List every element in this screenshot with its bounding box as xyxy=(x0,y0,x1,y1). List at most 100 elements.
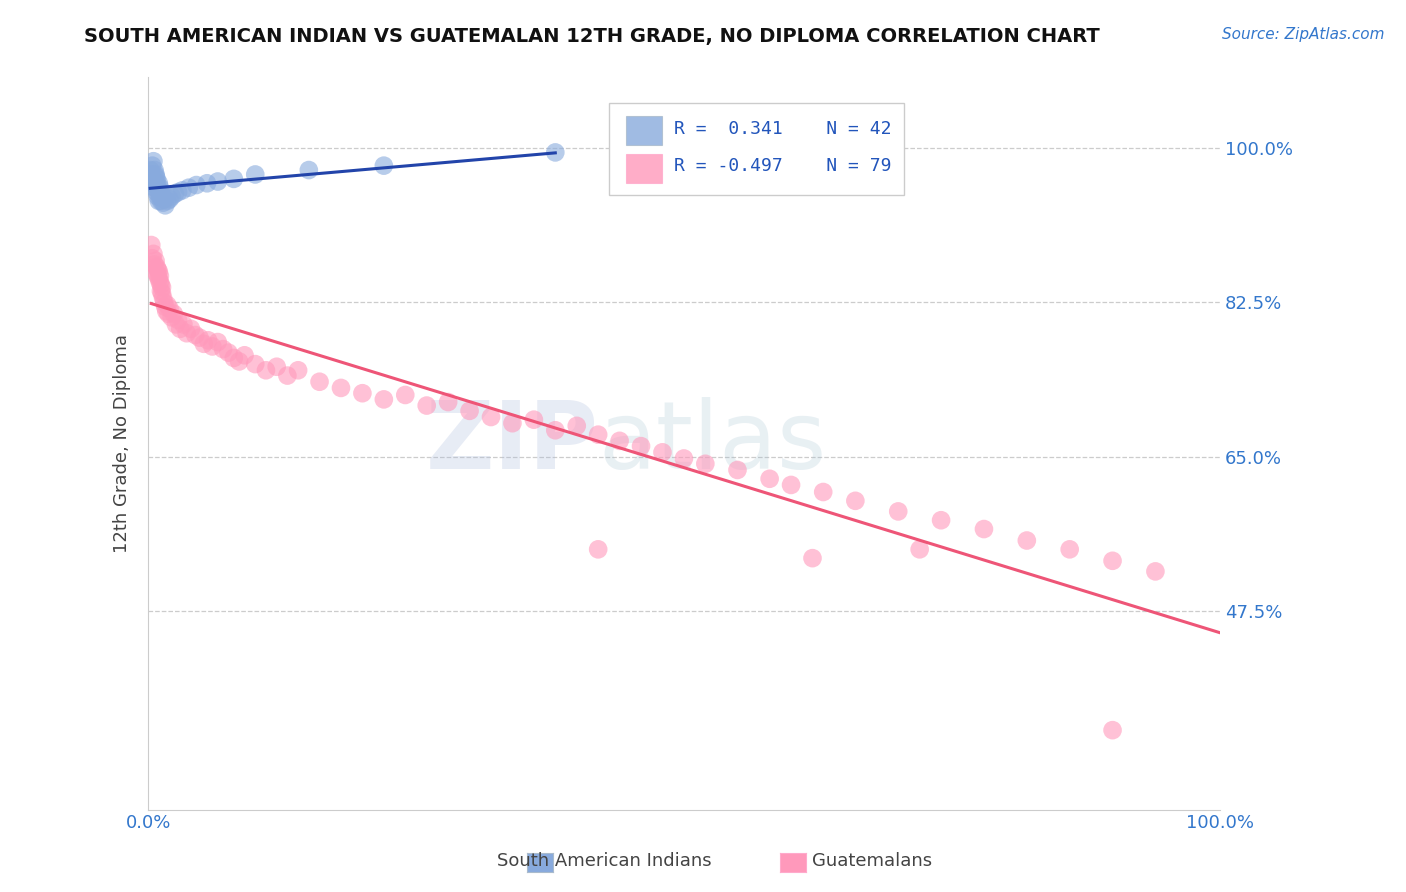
Point xyxy=(276,368,298,383)
Text: atlas: atlas xyxy=(598,398,827,490)
Point xyxy=(155,304,177,318)
Point xyxy=(149,180,172,194)
Point xyxy=(149,185,172,199)
Point xyxy=(146,268,169,283)
Y-axis label: 12th Grade, No Diploma: 12th Grade, No Diploma xyxy=(114,334,131,553)
Point xyxy=(142,154,165,169)
Point xyxy=(908,542,931,557)
Point xyxy=(373,392,395,407)
Point xyxy=(148,185,170,199)
Point xyxy=(195,176,218,190)
Point xyxy=(586,542,609,557)
Point xyxy=(152,291,174,305)
Point xyxy=(145,168,167,182)
Point xyxy=(167,185,190,199)
Point xyxy=(155,300,177,314)
Point xyxy=(973,522,995,536)
Point xyxy=(152,195,174,210)
Point xyxy=(141,252,163,266)
Point xyxy=(165,318,187,332)
Point xyxy=(184,328,207,343)
Point xyxy=(233,348,256,362)
Point xyxy=(167,313,190,327)
Point xyxy=(544,145,567,160)
Point xyxy=(145,253,167,268)
Text: Guatemalans: Guatemalans xyxy=(811,852,932,870)
Text: ZIP: ZIP xyxy=(425,398,598,490)
Point xyxy=(156,194,179,208)
Point xyxy=(186,178,208,192)
Point xyxy=(887,504,910,518)
Point xyxy=(142,176,165,190)
Point xyxy=(523,412,546,426)
Point xyxy=(437,395,460,409)
Point xyxy=(145,172,167,186)
Point xyxy=(145,176,167,190)
Point xyxy=(163,186,186,201)
Point xyxy=(630,439,652,453)
Point xyxy=(197,333,219,347)
Point xyxy=(929,513,952,527)
Point xyxy=(266,359,288,374)
Point xyxy=(160,189,183,203)
Point xyxy=(180,322,202,336)
FancyBboxPatch shape xyxy=(609,103,904,194)
FancyBboxPatch shape xyxy=(626,154,662,183)
Point xyxy=(298,163,321,178)
Point xyxy=(157,307,180,321)
Point xyxy=(212,342,235,356)
Text: R =  0.341    N = 42: R = 0.341 N = 42 xyxy=(675,120,891,137)
Point xyxy=(758,472,780,486)
FancyBboxPatch shape xyxy=(626,116,662,145)
Point xyxy=(141,168,163,182)
Point xyxy=(155,198,177,212)
Point xyxy=(149,277,172,292)
Text: South American Indians: South American Indians xyxy=(498,852,711,870)
Point xyxy=(169,322,191,336)
Point xyxy=(156,298,179,312)
Point xyxy=(254,363,277,377)
Point xyxy=(150,189,173,203)
Point xyxy=(159,192,181,206)
Point xyxy=(415,399,437,413)
Point xyxy=(586,427,609,442)
Point xyxy=(458,404,481,418)
Point xyxy=(146,189,169,203)
Point xyxy=(394,388,416,402)
Point xyxy=(727,463,749,477)
Point xyxy=(193,336,215,351)
Point xyxy=(160,310,183,325)
Point xyxy=(1101,723,1123,738)
Point xyxy=(352,386,374,401)
Point xyxy=(145,260,167,274)
Point xyxy=(141,159,163,173)
Point xyxy=(222,172,245,186)
Point xyxy=(501,416,523,430)
Point xyxy=(172,183,194,197)
Point xyxy=(813,485,835,500)
Point xyxy=(145,185,167,199)
Point xyxy=(1101,554,1123,568)
Point xyxy=(565,418,588,433)
Point xyxy=(695,457,717,471)
Text: R = -0.497    N = 79: R = -0.497 N = 79 xyxy=(675,158,891,176)
Point xyxy=(149,275,172,289)
Point xyxy=(146,262,169,277)
Point xyxy=(150,280,173,294)
Point xyxy=(1059,542,1081,557)
Point xyxy=(141,172,163,186)
Point xyxy=(373,159,395,173)
Point xyxy=(177,180,200,194)
Point xyxy=(159,301,181,316)
Point xyxy=(143,163,166,178)
Point xyxy=(142,247,165,261)
Point xyxy=(201,339,224,353)
Point xyxy=(245,168,267,182)
Point xyxy=(172,318,194,332)
Point xyxy=(651,445,673,459)
Point xyxy=(801,551,824,566)
Point xyxy=(207,174,229,188)
Point xyxy=(141,238,163,252)
Point xyxy=(150,286,173,301)
Point xyxy=(287,363,309,377)
